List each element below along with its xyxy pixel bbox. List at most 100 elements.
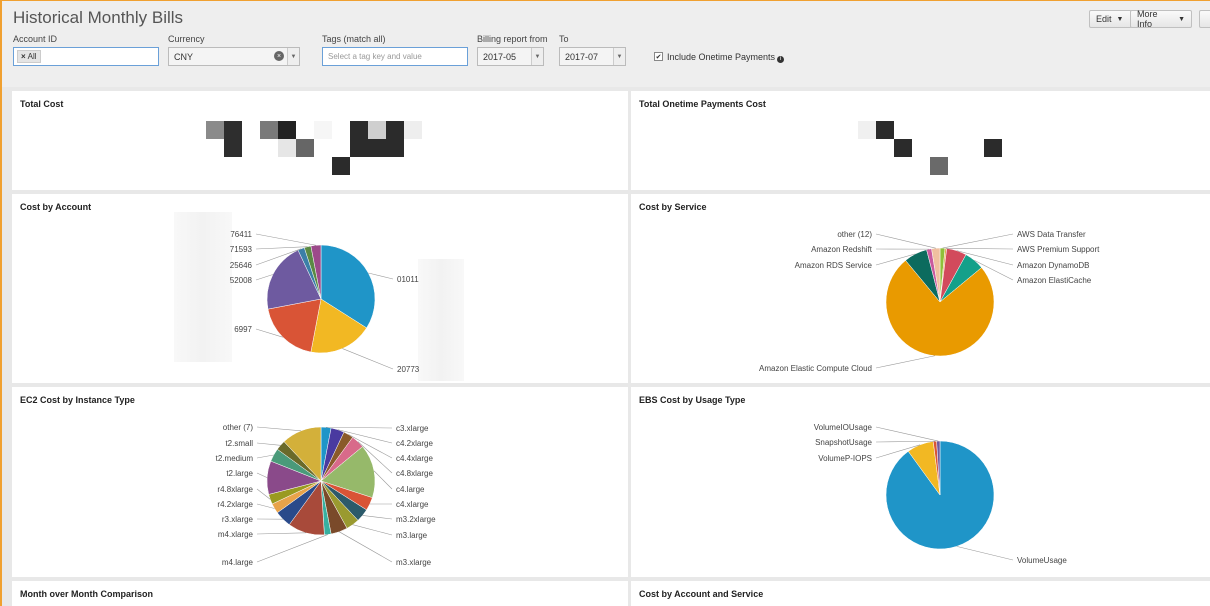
remove-chip-icon[interactable]: × (21, 52, 26, 61)
pie-label-6997: 6997 (234, 325, 252, 334)
pie-label-volumeiousage: VolumeIOUsage (814, 423, 873, 432)
pie-label-52008: 52008 (230, 276, 253, 285)
leader-line (352, 524, 393, 536)
pie-label-amazon-elasticache: Amazon ElastiCache (1017, 276, 1092, 285)
pie-slice-other-12[interactable] (931, 247, 941, 303)
leader-line (256, 472, 268, 478)
leader-line (255, 246, 308, 250)
edit-label: Edit (1096, 14, 1112, 24)
pie-label-amazon-redshift: Amazon Redshift (811, 245, 873, 254)
leader-line (256, 454, 274, 459)
billing-from-value: 2017-05 (483, 51, 517, 62)
leader-line (875, 233, 936, 249)
leader-line (255, 248, 302, 266)
leader-line (337, 429, 393, 444)
account-chip[interactable]: × All (17, 50, 41, 63)
edit-button[interactable]: Edit ▼ (1089, 10, 1132, 28)
account-id-input[interactable]: × All (13, 47, 159, 66)
leader-line (255, 274, 273, 281)
pie-label-c4-8xlarge: c4.8xlarge (396, 469, 433, 478)
cost-by-account-pie: 01011 20773 6997 52008 25646 71593 76411 (230, 230, 420, 374)
leader-line (256, 534, 328, 563)
leader-line (339, 531, 393, 563)
cost-by-service-panel: Cost by Service AWS Data Transfer AWS Pre… (631, 194, 1210, 383)
dropdown-arrow-icon[interactable]: ▼ (287, 48, 299, 65)
pie-slice-6997[interactable] (267, 298, 322, 353)
account-id-label: Account ID (13, 34, 58, 44)
dropdown-arrow-icon[interactable]: ▼ (613, 48, 625, 65)
pie-label-c4-large: c4.large (396, 485, 425, 494)
pie-label-aws-data-transfer: AWS Data Transfer (1017, 230, 1086, 239)
pie-label-amazon-elastic-compute-cloud: Amazon Elastic Compute Cloud (759, 364, 872, 373)
leader-line (945, 248, 1014, 250)
overflow-button[interactable] (1199, 10, 1210, 28)
pie-slice-c4-large[interactable] (320, 446, 376, 499)
total-onetime-title: Total Onetime Payments Cost (639, 99, 766, 109)
leader-line (255, 233, 316, 246)
pie-label-other-12: other (12) (837, 230, 872, 239)
tags-label: Tags (match all) (322, 34, 386, 44)
ebs-cost-panel: EBS Cost by Usage Type VolumeUsage Volume… (631, 387, 1210, 577)
pie-label-aws-premium-support: AWS Premium Support (1017, 245, 1100, 254)
leader-line (255, 328, 283, 338)
onetime-checkbox[interactable]: ✔ (654, 52, 663, 61)
leader-line (956, 250, 1014, 266)
leader-line (875, 426, 939, 442)
redaction-overlay (174, 212, 232, 362)
pie-label-r4-2xlarge: r4.2xlarge (217, 500, 253, 509)
pie-label-m4-xlarge: m4.xlarge (218, 530, 254, 539)
tags-placeholder: Select a tag key and value (328, 52, 422, 61)
tags-input[interactable]: Select a tag key and value (322, 47, 468, 66)
pie-slice-20773[interactable] (310, 298, 367, 354)
pie-slice-other-7[interactable] (283, 426, 322, 482)
pie-label-other-7: other (7) (223, 423, 254, 432)
currency-label: Currency (168, 34, 205, 44)
mom-title: Month over Month Comparison (20, 589, 153, 599)
total-onetime-panel: Total Onetime Payments Cost (631, 91, 1210, 190)
pie-label-snapshotusage: SnapshotUsage (815, 438, 872, 447)
billing-to-select[interactable]: 2017-07 ▼ (559, 47, 626, 66)
billing-from-label: Billing report from (477, 34, 548, 44)
leader-line (256, 442, 281, 446)
pie-label-c3-xlarge: c3.xlarge (396, 424, 429, 433)
pie-slice-01011[interactable] (320, 244, 376, 329)
more-info-button[interactable]: More Info ▼ (1130, 9, 1192, 29)
pie-label-r3-xlarge: r3.xlarge (222, 515, 254, 524)
ec2-cost-pie: c3.xlarge c4.2xlarge c4.4xlarge c4.8xlarge c… (216, 423, 436, 567)
pie-label-m3-2xlarge: m3.2xlarge (396, 515, 436, 524)
acct-service-title: Cost by Account and Service (639, 589, 764, 599)
billing-from-select[interactable]: 2017-05 ▼ (477, 47, 544, 66)
leader-line (942, 233, 1014, 249)
leader-line (256, 532, 306, 535)
pie-slice-amazon-elastic-compute-cloud[interactable] (885, 260, 995, 357)
pie-label-m3-xlarge: m3.xlarge (396, 558, 432, 567)
leader-line (342, 348, 394, 370)
leader-line (256, 503, 275, 509)
ebs-cost-pie: VolumeUsage VolumeP-IOPS SnapshotUsage Volu… (814, 423, 1068, 565)
top-accent-line (0, 0, 1210, 1)
total-cost-panel: Total Cost (12, 91, 628, 190)
billing-to-label: To (559, 34, 569, 44)
account-chip-label: All (27, 52, 37, 61)
onetime-label[interactable]: Include Onetime Payments i (667, 52, 785, 63)
pie-label-volumeusage: VolumeUsage (1017, 556, 1067, 565)
pie-label-t2-medium: t2.medium (216, 454, 254, 463)
currency-select[interactable]: CNY × ▼ (168, 47, 300, 66)
ec2-cost-panel: EC2 Cost by Instance Type c3.xlarge c4.2x… (12, 387, 628, 577)
clear-icon[interactable]: × (274, 51, 284, 61)
left-accent-line (0, 0, 2, 606)
pie-label-c4-xlarge: c4.xlarge (396, 500, 429, 509)
total-cost-title: Total Cost (20, 99, 64, 109)
leader-line (326, 426, 393, 429)
leader-line (256, 488, 271, 500)
pie-label-amazon-rds-service: Amazon RDS Service (795, 261, 873, 270)
pie-label-01011: 01011 (397, 275, 419, 284)
leader-line (256, 426, 302, 432)
pie-label-t2-large: t2.large (226, 469, 253, 478)
chevron-down-icon: ▼ (1178, 15, 1185, 23)
cost-by-service-pie: AWS Data Transfer AWS Premium Support Amaz… (759, 230, 1100, 373)
dropdown-arrow-icon[interactable]: ▼ (531, 48, 543, 65)
leader-line (875, 444, 921, 459)
cost-by-account-panel: Cost by Account 01011 20773 6997 52008 25646… (12, 194, 628, 383)
leader-line (875, 440, 935, 443)
